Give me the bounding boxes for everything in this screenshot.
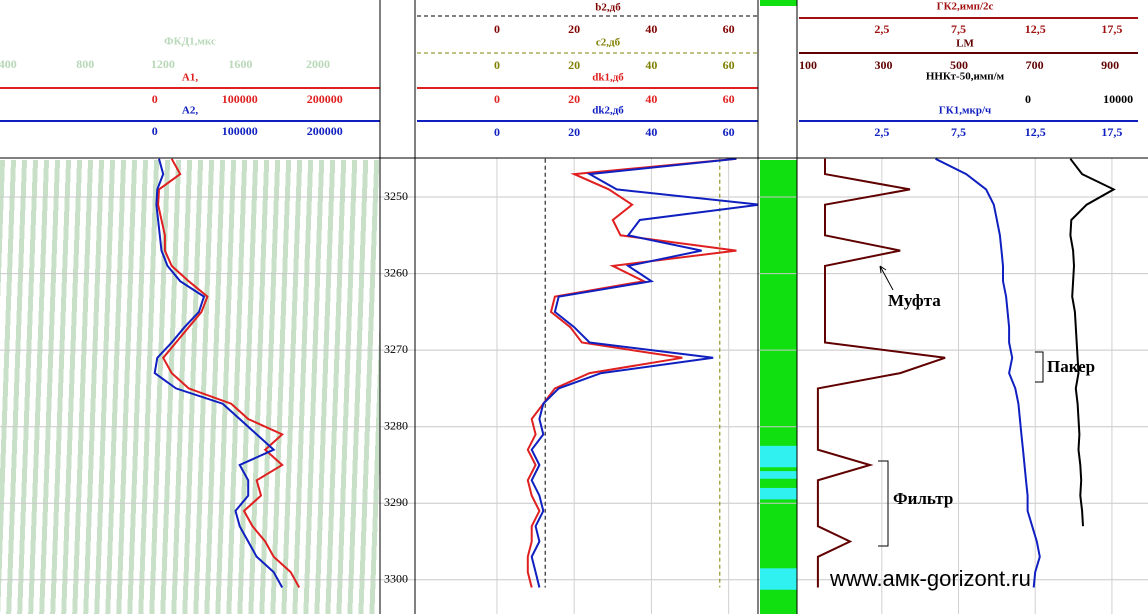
bracket xyxy=(1035,351,1044,383)
lithology-band xyxy=(760,445,797,468)
log-curve xyxy=(530,158,758,588)
tick-label: 500 xyxy=(950,58,968,72)
tick-label: 60 xyxy=(723,125,735,139)
log-curve xyxy=(153,158,284,588)
tick-label: 200000 xyxy=(307,92,343,106)
annotation: Муфта xyxy=(888,291,941,310)
tick-label: 7,5 xyxy=(951,125,966,139)
header-title: c2,дб xyxy=(596,37,621,49)
tick-label: 60 xyxy=(723,58,735,72)
tick-label: 20 xyxy=(568,92,580,106)
log-curve xyxy=(526,158,737,588)
tick-label: 1600 xyxy=(228,57,252,71)
tick-label: 17,5 xyxy=(1101,125,1122,139)
tick-label: 700 xyxy=(1026,58,1044,72)
tick-label: 40 xyxy=(645,92,657,106)
log-curve xyxy=(935,158,1041,588)
lithology-band xyxy=(760,471,797,479)
tick-label: 0 xyxy=(494,22,500,36)
depth-label: 3250 xyxy=(384,189,408,203)
header-title: ГК2,имп/2с xyxy=(937,1,994,13)
header-title: LM xyxy=(956,38,974,50)
tick-label: 1200 xyxy=(151,57,175,71)
header-title: A1, xyxy=(182,72,198,84)
depth-label: 3270 xyxy=(384,342,408,356)
log-curve xyxy=(816,158,946,588)
tick-label: 2,5 xyxy=(874,22,889,36)
header-title: A2, xyxy=(182,105,198,117)
tick-label: 20 xyxy=(568,22,580,36)
tick-label: 10000 xyxy=(1103,92,1133,106)
header-title: ННКт-50,имп/м xyxy=(926,71,1005,83)
tick-label: 7,5 xyxy=(951,22,966,36)
tick-label: 300 xyxy=(875,58,893,72)
tick-label: 0 xyxy=(152,124,158,138)
tick-label: 2,5 xyxy=(874,125,889,139)
tick-label: 60 xyxy=(723,22,735,36)
tick-label: 12,5 xyxy=(1025,22,1046,36)
tick-label: 40 xyxy=(645,58,657,72)
tick-label: 0 xyxy=(494,125,500,139)
tick-label: 0 xyxy=(494,58,500,72)
header-title: ГК1,мкр/ч xyxy=(939,105,991,117)
tick-label: 200000 xyxy=(307,124,343,138)
lithology-band xyxy=(760,487,797,500)
tick-label: 0 xyxy=(152,92,158,106)
lithology-header xyxy=(760,0,797,6)
tick-label: 100000 xyxy=(222,92,258,106)
tick-label: 40 xyxy=(645,125,657,139)
bracket xyxy=(878,460,889,547)
depth-label: 3300 xyxy=(384,572,408,586)
tick-label: 0 xyxy=(494,92,500,106)
log-curve xyxy=(1069,158,1116,527)
grid xyxy=(0,158,1148,614)
annotation: Пакер xyxy=(1047,357,1095,376)
depth-label: 3280 xyxy=(384,418,408,432)
annotation: Фильтр xyxy=(893,489,953,508)
depth-label: 3290 xyxy=(384,495,408,509)
lithology-band xyxy=(760,568,797,590)
header-title: dk1,дб xyxy=(592,72,624,84)
tick-label: 0 xyxy=(1025,92,1031,106)
tick-label: 20 xyxy=(568,125,580,139)
log-curve xyxy=(157,158,301,588)
vdl-background xyxy=(0,160,380,614)
tick-label: 100000 xyxy=(222,124,258,138)
tick-label: 20 xyxy=(568,58,580,72)
lithology-track xyxy=(760,160,797,614)
tick-label: 40 xyxy=(645,22,657,36)
arrow xyxy=(879,265,894,291)
tick-label: 800 xyxy=(76,57,94,71)
tick-label: 100 xyxy=(799,58,817,72)
tick-label: 2000 xyxy=(306,57,330,71)
header-title: dk2,дб xyxy=(592,105,624,117)
depth-label: 3260 xyxy=(384,265,408,279)
tick-label: 400 xyxy=(0,57,17,71)
header-title: ФКД1,мкс xyxy=(164,36,216,48)
tick-label: 900 xyxy=(1101,58,1119,72)
header-title: b2,дб xyxy=(595,2,621,14)
tick-label: 12,5 xyxy=(1025,125,1046,139)
watermark: www.амк-gorizont.ru xyxy=(829,566,1031,591)
tick-label: 17,5 xyxy=(1101,22,1122,36)
tick-label: 60 xyxy=(723,92,735,106)
